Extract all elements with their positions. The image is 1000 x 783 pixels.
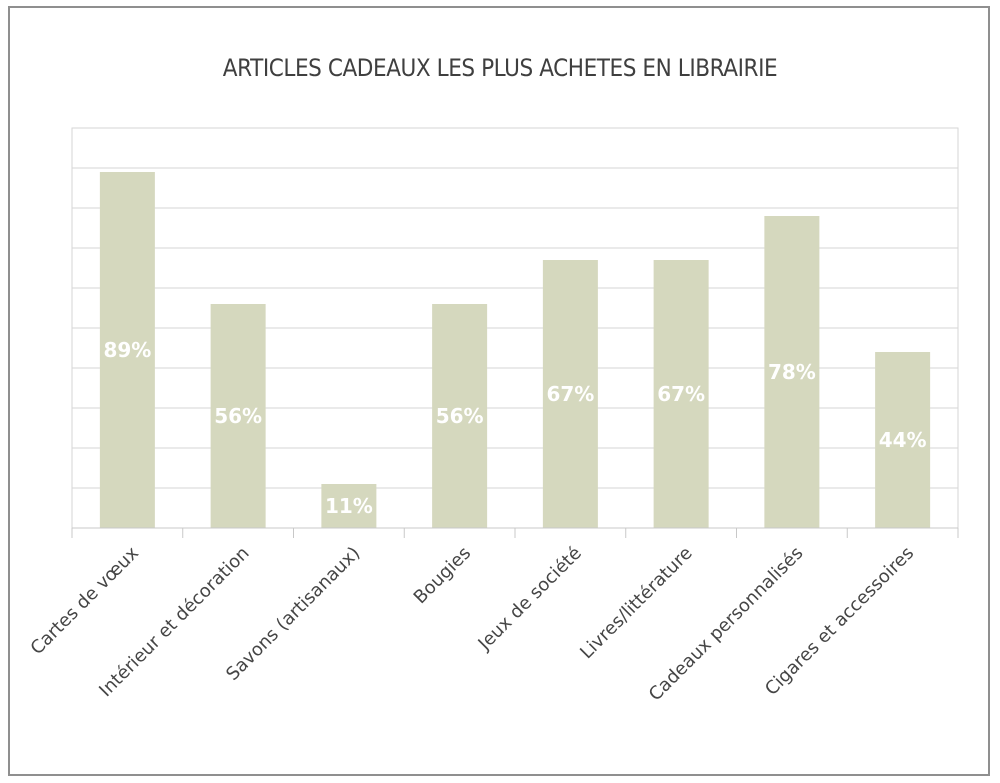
x-tick-label: Livres/littérature bbox=[576, 543, 696, 663]
chart-frame bbox=[8, 6, 990, 776]
bar bbox=[875, 352, 931, 528]
x-tick-label: Cartes de vœux bbox=[27, 542, 144, 659]
data-label: 67% bbox=[657, 382, 705, 406]
bar bbox=[210, 304, 266, 528]
bar bbox=[321, 484, 377, 528]
data-label: 44% bbox=[879, 428, 927, 452]
data-label: 78% bbox=[768, 360, 816, 384]
data-label: 56% bbox=[214, 404, 262, 428]
bar bbox=[432, 304, 488, 528]
bar bbox=[99, 172, 155, 528]
data-labels: 89% 56% 11% 56% 67% 67% 78% 44% bbox=[103, 338, 926, 518]
data-label: 67% bbox=[546, 382, 594, 406]
chart-title: ARTICLES CADEAUX LES PLUS ACHETES EN LIB… bbox=[222, 54, 778, 82]
bar bbox=[542, 260, 598, 528]
bar bbox=[764, 216, 820, 528]
data-label: 89% bbox=[103, 338, 151, 362]
data-label: 56% bbox=[436, 404, 484, 428]
x-tick-label: Jeux de société bbox=[474, 543, 586, 655]
gridlines bbox=[72, 127, 958, 489]
data-label: 11% bbox=[325, 494, 373, 518]
bars bbox=[99, 172, 931, 528]
bar bbox=[653, 260, 709, 528]
x-axis bbox=[71, 527, 959, 538]
x-tick-label: Bougies bbox=[410, 543, 476, 609]
